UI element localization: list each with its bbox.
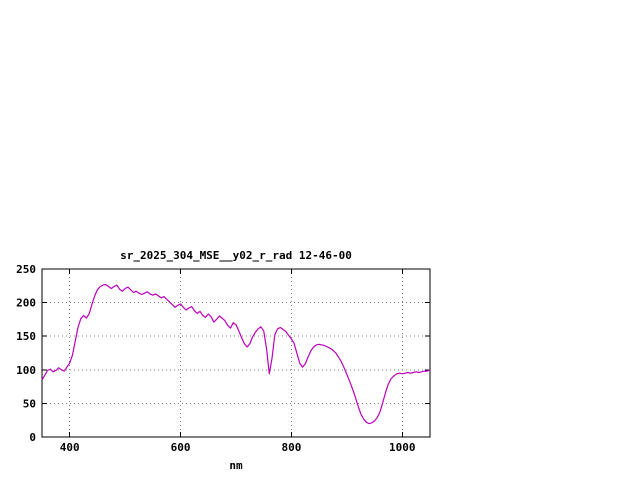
x-tick-label: 600 bbox=[171, 441, 191, 454]
y-tick-label: 100 bbox=[16, 364, 36, 377]
chart-title: sr_2025_304_MSE__y02_r_rad 12-46-00 bbox=[120, 249, 352, 262]
y-tick-label: 50 bbox=[23, 397, 36, 410]
x-tick-label: 800 bbox=[281, 441, 301, 454]
y-tick-label: 0 bbox=[29, 431, 36, 444]
spectrum-line bbox=[41, 283, 431, 425]
y-tick-label: 150 bbox=[16, 330, 36, 343]
x-tick-label: 1000 bbox=[389, 441, 416, 454]
y-tick-label: 200 bbox=[16, 297, 36, 310]
y-tick-label: 250 bbox=[16, 263, 36, 276]
x-axis-label: nm bbox=[229, 459, 243, 472]
plot-border bbox=[41, 268, 431, 438]
x-tick-label: 400 bbox=[60, 441, 80, 454]
